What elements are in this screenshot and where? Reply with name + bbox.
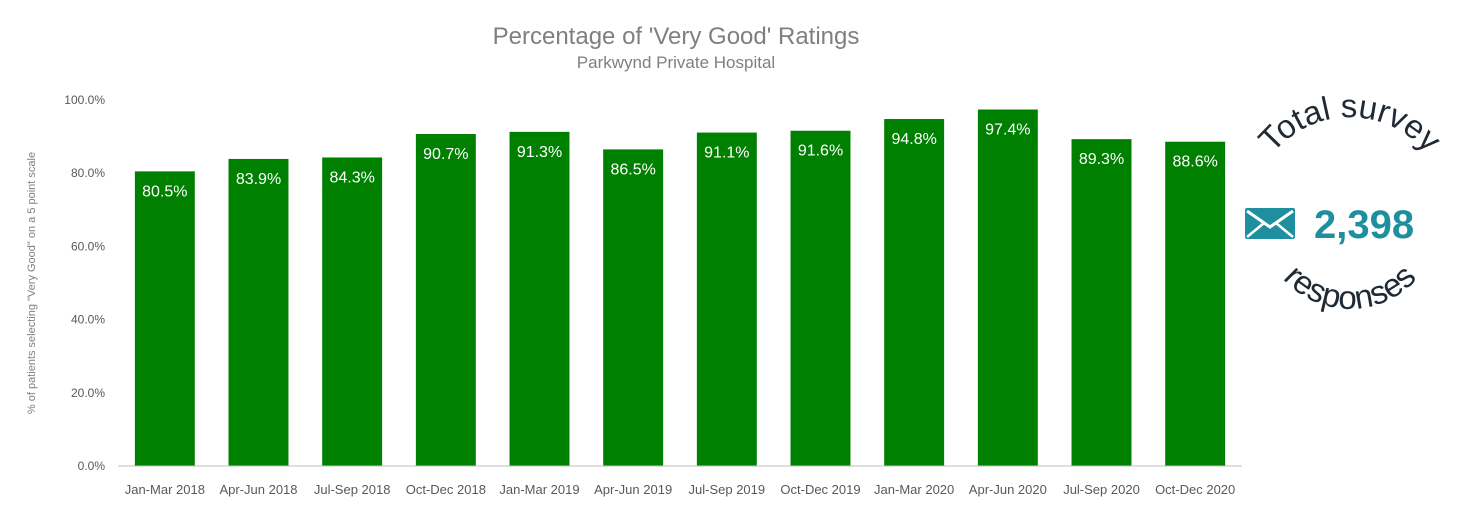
bar-series: 80.5% 83.9% 84.3% 90.7% 91.3% 86.5% 91.1% 91.6%… <box>134 109 1226 467</box>
chart-subtitle: Parkwynd Private Hospital <box>577 53 775 72</box>
bar-data-label: 83.9% <box>236 171 281 188</box>
bar <box>322 157 383 466</box>
bar <box>134 171 195 466</box>
bar-data-label: 88.6% <box>1172 154 1217 171</box>
bar-data-label: 91.3% <box>517 144 562 161</box>
x-tick-label: Oct-Dec 2018 <box>406 482 486 497</box>
y-axis-label: % of patients selecting "Very Good" on a… <box>26 152 38 414</box>
bar-data-label: 84.3% <box>329 169 374 186</box>
y-tick-label: 100.0% <box>64 93 105 107</box>
bar <box>884 119 945 467</box>
x-tick-label: Jul-Sep 2020 <box>1063 482 1140 497</box>
badge-bottom-text: responses <box>1277 257 1422 316</box>
bar-data-label: 89.3% <box>1079 151 1124 168</box>
chart-title: Percentage of 'Very Good' Ratings <box>493 23 860 50</box>
bar-data-label: 86.5% <box>610 161 655 178</box>
bar <box>1071 139 1132 467</box>
y-tick-label: 80.0% <box>71 166 105 180</box>
y-tick-label: 0.0% <box>78 459 106 473</box>
y-tick-label: 40.0% <box>71 313 105 327</box>
y-axis: 0.0% 20.0% 40.0% 60.0% 80.0% 100.0% <box>64 93 105 473</box>
envelope-icon <box>1245 208 1295 239</box>
bar <box>228 158 289 466</box>
x-tick-label: Apr-Jun 2020 <box>969 482 1047 497</box>
bar-data-label: 80.5% <box>142 183 187 200</box>
x-tick-label: Jan-Mar 2019 <box>499 482 579 497</box>
bar <box>415 134 476 466</box>
x-tick-label: Apr-Jun 2019 <box>594 482 672 497</box>
bar-data-label: 91.6% <box>798 143 843 160</box>
x-tick-label: Apr-Jun 2018 <box>219 482 297 497</box>
bar <box>1165 141 1226 466</box>
bar <box>603 149 664 466</box>
x-axis: Jan-Mar 2018 Apr-Jun 2018 Jul-Sep 2018 Oct-… <box>125 482 1236 497</box>
bar <box>696 132 757 466</box>
y-tick-label: 60.0% <box>71 239 105 253</box>
x-tick-label: Jul-Sep 2018 <box>314 482 391 497</box>
bar-data-label: 94.8% <box>891 131 936 148</box>
bar <box>509 131 570 467</box>
badge-response-count: 2,398 <box>1314 203 1414 247</box>
y-tick-label: 20.0% <box>71 386 105 400</box>
survey-badge: Total survey 2,398 responses <box>1245 87 1449 316</box>
bar <box>977 109 1038 467</box>
bar-data-label: 97.4% <box>985 122 1030 139</box>
badge-top-text: Total survey <box>1251 87 1449 158</box>
x-tick-label: Oct-Dec 2020 <box>1155 482 1235 497</box>
bar-data-label: 91.1% <box>704 145 749 162</box>
x-tick-label: Jan-Mar 2018 <box>125 482 205 497</box>
bar-data-label: 90.7% <box>423 146 468 163</box>
x-tick-label: Oct-Dec 2019 <box>780 482 860 497</box>
x-tick-label: Jan-Mar 2020 <box>874 482 954 497</box>
x-tick-label: Jul-Sep 2019 <box>689 482 766 497</box>
bar <box>790 130 851 466</box>
